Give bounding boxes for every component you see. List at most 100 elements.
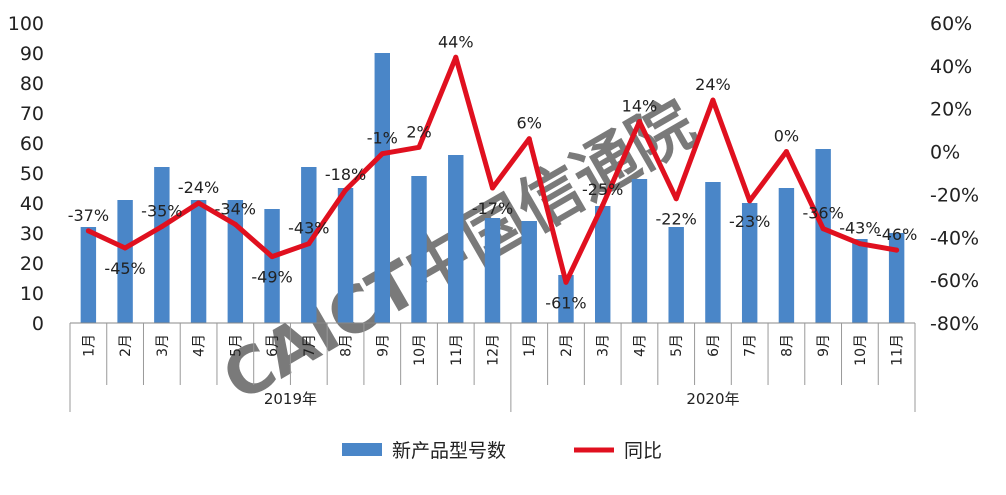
line-point xyxy=(343,187,349,193)
line-data-label: -37% xyxy=(68,206,109,225)
line-data-label: -45% xyxy=(104,259,145,278)
bar xyxy=(154,167,170,323)
bar xyxy=(778,188,795,323)
line-point xyxy=(416,144,422,150)
bar xyxy=(484,218,501,323)
legend-line-label: 同比 xyxy=(624,440,662,462)
line-data-label: -22% xyxy=(656,210,697,229)
line-data-label: -49% xyxy=(251,268,292,287)
right-tick-label: -20% xyxy=(930,184,979,206)
line-data-label: -18% xyxy=(325,165,366,184)
line-point xyxy=(783,149,789,155)
month-label: 9月 xyxy=(816,334,832,357)
month-label: 7月 xyxy=(743,334,759,357)
year-label: 2020年 xyxy=(686,390,739,408)
line-point xyxy=(379,151,385,157)
right-tick-label: -80% xyxy=(930,313,979,335)
month-label: 7月 xyxy=(302,334,318,357)
line-point xyxy=(159,224,165,230)
bar-series xyxy=(80,53,905,323)
line-data-label: -17% xyxy=(472,199,513,218)
line-point xyxy=(306,241,312,247)
line-data-label: 0% xyxy=(774,127,799,146)
month-label: 1月 xyxy=(81,334,97,357)
bar xyxy=(190,200,207,323)
month-label: 9月 xyxy=(375,334,391,357)
bar xyxy=(815,149,831,323)
month-label: 1月 xyxy=(522,334,538,357)
bar xyxy=(374,53,390,323)
line-data-label: -23% xyxy=(729,212,770,231)
month-label: 11月 xyxy=(449,334,465,366)
bar xyxy=(264,209,280,323)
bar xyxy=(705,182,721,323)
month-label: 5月 xyxy=(228,334,244,357)
month-label: 4月 xyxy=(632,334,648,357)
line-data-label: 2% xyxy=(406,122,431,141)
bar xyxy=(80,227,97,323)
line-point xyxy=(857,241,863,247)
line-data-label: -24% xyxy=(178,178,219,197)
line-data-label: -61% xyxy=(545,293,586,312)
line-point xyxy=(196,200,202,206)
bar xyxy=(668,227,684,323)
line-point xyxy=(85,228,91,234)
month-label: 5月 xyxy=(669,334,685,357)
line-data-label: -34% xyxy=(215,199,256,218)
line-point xyxy=(232,221,238,227)
line-data-label: -43% xyxy=(839,219,880,238)
line-point xyxy=(673,196,679,202)
bar xyxy=(888,233,905,323)
right-axis: -80% -60% -40% -20% 0% 20% 40% 60% xyxy=(930,13,979,335)
month-label: 8月 xyxy=(779,334,795,357)
left-tick-label: 80 xyxy=(20,73,44,95)
legend-bar-swatch xyxy=(342,443,382,456)
line-data-label: -36% xyxy=(802,204,843,223)
bar xyxy=(558,275,574,323)
line-data-label: -35% xyxy=(141,202,182,221)
left-tick-label: 30 xyxy=(20,223,44,245)
line-series xyxy=(85,54,900,285)
right-tick-label: 60% xyxy=(930,13,972,35)
month-label: 3月 xyxy=(596,334,612,357)
bar xyxy=(595,206,611,323)
line-point xyxy=(636,119,642,125)
right-tick-label: 40% xyxy=(930,56,972,78)
left-tick-label: 10 xyxy=(20,283,44,305)
line-point xyxy=(894,247,900,253)
bar xyxy=(337,188,354,323)
left-tick-label: 40 xyxy=(20,193,44,215)
left-tick-label: 100 xyxy=(8,13,44,35)
right-tick-label: -60% xyxy=(930,270,979,292)
month-label: 4月 xyxy=(192,334,208,357)
legend: 新产品型号数 同比 xyxy=(342,440,662,462)
line-data-label: -1% xyxy=(367,129,398,148)
line-point xyxy=(453,54,459,60)
line-point xyxy=(747,198,753,204)
line-data-label: 6% xyxy=(517,114,542,133)
left-tick-label: 0 xyxy=(32,313,44,335)
line-point xyxy=(710,97,716,103)
line-data-label: 24% xyxy=(695,75,731,94)
month-label: 11月 xyxy=(890,334,906,366)
bar xyxy=(521,221,537,323)
bar xyxy=(448,155,464,323)
month-label: 6月 xyxy=(706,334,722,357)
left-tick-label: 90 xyxy=(20,43,44,65)
line-point xyxy=(269,254,275,260)
month-label: 8月 xyxy=(339,334,355,357)
month-label: 10月 xyxy=(412,334,428,366)
bar xyxy=(852,239,868,323)
line-data-label: -43% xyxy=(288,219,329,238)
line-point xyxy=(600,202,606,208)
year-label: 2019年 xyxy=(264,390,317,408)
month-label: 2月 xyxy=(118,334,134,357)
month-label: 3月 xyxy=(155,334,171,357)
data-labels: -37% -45% -35% -24% -34% -49% -43% -18%-1% 2% 44%… xyxy=(68,32,918,312)
line-point xyxy=(820,226,826,232)
bar xyxy=(117,200,133,323)
left-tick-label: 70 xyxy=(20,103,44,125)
left-tick-label: 50 xyxy=(20,163,44,185)
